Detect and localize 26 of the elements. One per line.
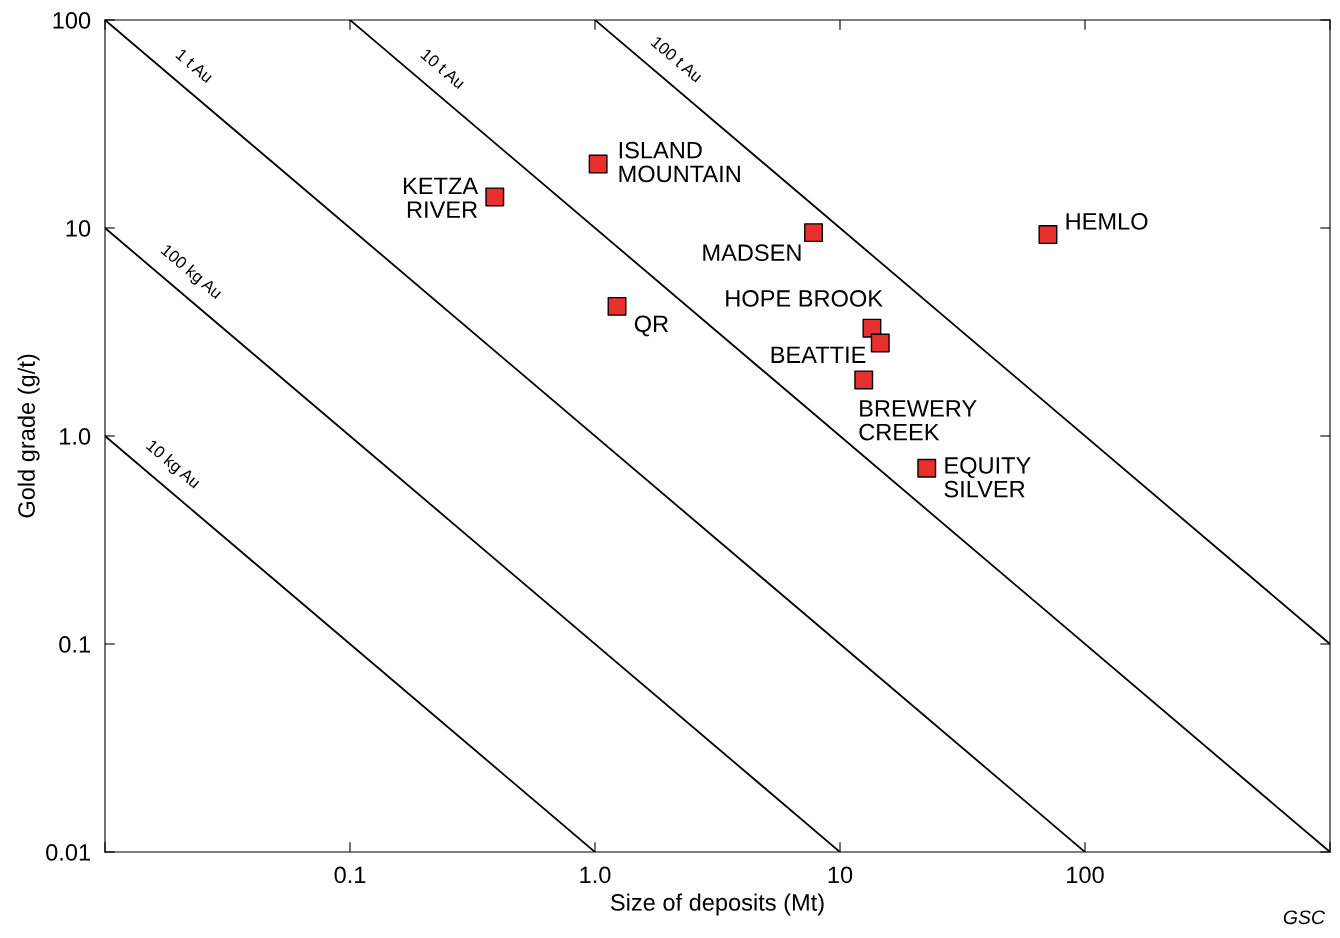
annotation: HOPE BROOK bbox=[726, 290, 883, 307]
y-tick-label: 1.0 bbox=[60, 428, 91, 445]
text: GSC bbox=[1283, 910, 1326, 925]
annotation: HEMLO bbox=[1066, 213, 1148, 230]
y-tick-label: 0.1 bbox=[59, 636, 90, 653]
y-tick-label: 10 bbox=[66, 220, 91, 237]
y-tick-label: 0.01 bbox=[46, 844, 90, 861]
text: 10 t Au bbox=[420, 48, 466, 90]
annotation: QR bbox=[634, 315, 669, 337]
annotation: EQUITY SILVER bbox=[944, 457, 1031, 498]
annotation: ISLAND MOUNTAIN bbox=[619, 141, 740, 183]
y-tick-label: 100 bbox=[53, 12, 91, 29]
annotation: MADSEN bbox=[703, 244, 801, 262]
annotation: BREWERY CREEK bbox=[859, 400, 977, 441]
x-tick-label: 1.0 bbox=[580, 866, 611, 884]
annotation: KETZA RIVER bbox=[403, 177, 479, 218]
x-tick-label: 100 bbox=[1067, 866, 1104, 884]
text: 10 kg Au bbox=[143, 438, 202, 492]
x-tick-label: 10 bbox=[828, 866, 853, 884]
annotation: BEATTIE bbox=[771, 346, 866, 363]
y-axis-title: Gold grade (g/t) bbox=[17, 354, 40, 518]
text: 100 kg Au bbox=[158, 243, 224, 302]
text: 1 t Au bbox=[175, 48, 214, 84]
x-tick-label: 0.1 bbox=[334, 866, 366, 884]
text: 100 t Au bbox=[650, 35, 703, 83]
x-axis-title: Size of deposits (Mt) bbox=[610, 893, 824, 916]
